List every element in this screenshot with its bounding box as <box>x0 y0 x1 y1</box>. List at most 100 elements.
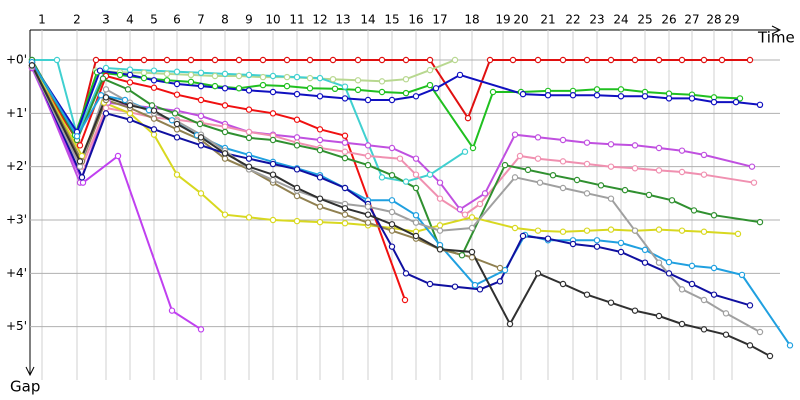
lap-point <box>496 264 504 272</box>
x-tick-label: 1 <box>38 13 46 27</box>
series-line <box>31 64 755 216</box>
lap-point <box>544 235 552 242</box>
lap-point <box>756 218 764 226</box>
lap-point <box>468 248 476 256</box>
lap-point <box>245 214 253 221</box>
x-tick-label: 24 <box>613 13 628 27</box>
lap-point <box>756 101 764 109</box>
x-tick-label: 9 <box>245 13 253 27</box>
lap-point <box>402 75 410 83</box>
lap-point <box>211 72 219 80</box>
y-axis-arrow <box>25 366 35 377</box>
lap-point <box>341 132 349 139</box>
lap-point <box>401 296 409 304</box>
lap-point <box>710 264 718 272</box>
lap-point <box>436 195 444 202</box>
lap-point <box>464 114 472 122</box>
y-tick-label: +2' <box>6 159 27 173</box>
lap-point <box>245 155 253 162</box>
x-tick-label: 5 <box>150 13 158 27</box>
lap-point <box>388 197 396 204</box>
lap-point <box>126 116 134 123</box>
lap-point <box>402 178 410 185</box>
lap-point <box>126 79 134 86</box>
lap-point <box>756 328 764 336</box>
lap-point <box>245 71 253 79</box>
lap-point <box>426 171 434 178</box>
lap-point <box>102 94 110 101</box>
lap-point <box>211 56 219 64</box>
lap-point <box>688 280 696 288</box>
lap-point <box>655 167 663 174</box>
lap-point <box>746 342 754 349</box>
lap-point <box>364 211 372 218</box>
lap-point <box>163 70 171 78</box>
lap-point <box>221 128 229 136</box>
lap-point <box>145 106 153 114</box>
lap-point <box>316 218 324 226</box>
lap-point <box>354 86 362 94</box>
lap-point <box>354 56 362 64</box>
lap-point <box>221 85 229 92</box>
lap-point <box>436 227 444 234</box>
lap-point <box>173 68 181 75</box>
x-tick-label: 8 <box>221 13 229 27</box>
lap-point <box>665 258 673 266</box>
lap-point <box>197 190 205 197</box>
lap-point <box>750 179 758 186</box>
lap-point <box>196 120 204 128</box>
lap-point <box>99 75 107 82</box>
x-tick-label: 16 <box>408 13 423 27</box>
lap-point <box>341 83 349 90</box>
lap-point <box>316 93 324 100</box>
lap-point <box>746 302 754 309</box>
lap-point <box>501 161 509 169</box>
lap-point <box>316 126 324 133</box>
lap-point <box>534 270 542 277</box>
lap-point <box>341 205 349 212</box>
lap-point <box>700 326 708 333</box>
x-tick-label: 15 <box>384 13 399 27</box>
lap-point <box>316 195 324 202</box>
x-tick-label: 27 <box>684 13 699 27</box>
lap-point <box>524 166 532 174</box>
lap-point <box>458 251 466 259</box>
lap-point <box>378 56 386 64</box>
lap-point <box>140 74 148 82</box>
lap-point <box>126 110 134 117</box>
lap-point <box>402 270 410 277</box>
lap-point <box>607 226 615 233</box>
lap-point <box>597 182 605 189</box>
lap-point <box>245 87 253 94</box>
lap-point <box>293 166 301 173</box>
lap-point <box>468 214 476 221</box>
y-tick-label: +1' <box>6 106 27 120</box>
lap-point <box>168 307 176 314</box>
lap-point <box>341 184 349 192</box>
lap-point <box>641 259 649 266</box>
lap-point <box>617 239 625 247</box>
lap-point <box>481 190 489 197</box>
lap-point <box>746 56 754 64</box>
lap-point <box>197 134 205 141</box>
lap-point <box>476 200 484 208</box>
lap-point <box>269 72 277 80</box>
lap-point <box>412 93 420 100</box>
lap-point <box>378 174 386 181</box>
x-tick-label: 26 <box>661 13 676 27</box>
x-tick-label: 11 <box>289 13 304 27</box>
lap-point <box>293 90 301 98</box>
lap-point <box>621 186 629 194</box>
series-line <box>31 64 771 357</box>
lap-point <box>509 56 517 64</box>
lap-point <box>426 280 434 288</box>
lap-point <box>549 171 557 179</box>
lap-point <box>221 70 229 78</box>
lap-point <box>412 211 420 219</box>
lap-point <box>412 171 420 178</box>
lap-point <box>173 126 181 133</box>
lap-point <box>283 73 291 81</box>
lap-point <box>396 155 404 162</box>
lap-point <box>354 77 362 84</box>
